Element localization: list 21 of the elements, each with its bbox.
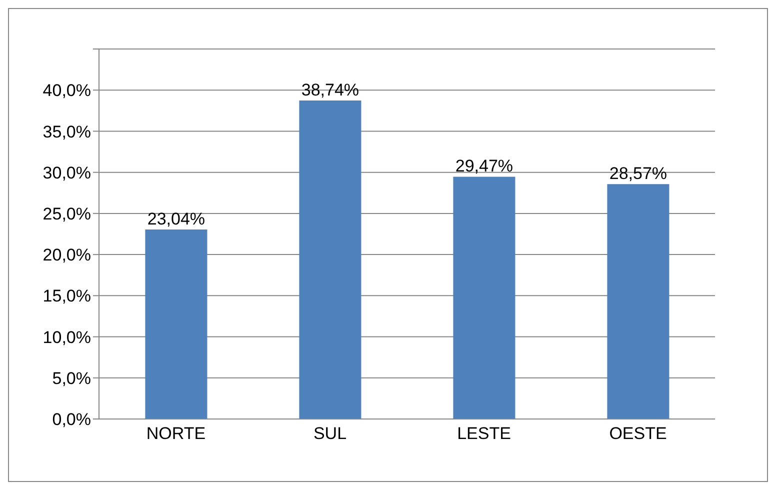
bar: [453, 176, 516, 419]
y-tick-label: 10,0%: [42, 328, 91, 347]
y-tick-label: 35,0%: [42, 122, 91, 142]
data-label: 23,04%: [147, 210, 206, 229]
x-tick-label: LESTE: [457, 424, 511, 444]
data-label: 28,57%: [609, 164, 668, 184]
y-tick-label: 30,0%: [42, 163, 91, 182]
y-tick-label: 20,0%: [42, 246, 91, 265]
bar: [145, 230, 208, 419]
data-label: 38,74%: [301, 80, 360, 100]
x-tick-label: OESTE: [609, 424, 667, 444]
bar: [607, 184, 670, 419]
y-tick-label: 15,0%: [42, 286, 91, 306]
bar: [299, 100, 362, 419]
y-tick-label: 40,0%: [42, 81, 91, 100]
y-tick-label: 0,0%: [52, 410, 91, 430]
x-tick-label: SUL: [313, 424, 347, 444]
y-tick-label: 25,0%: [42, 204, 91, 224]
y-tick-label: 5,0%: [52, 368, 91, 388]
x-tick-label: NORTE: [146, 424, 206, 444]
data-label: 29,47%: [455, 156, 514, 176]
